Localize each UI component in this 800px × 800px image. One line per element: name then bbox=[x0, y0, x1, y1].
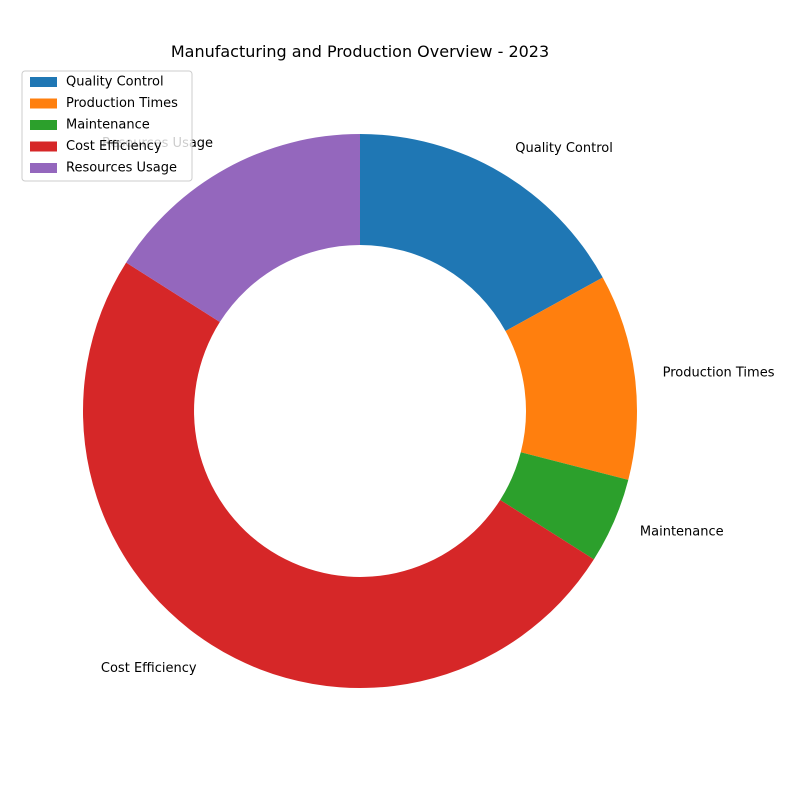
legend-label: Resources Usage bbox=[66, 161, 177, 176]
slice-quality-control bbox=[360, 134, 603, 332]
slice-label: Cost Efficiency bbox=[101, 661, 197, 676]
legend-frame bbox=[21, 70, 193, 182]
slice-cost-efficiency bbox=[82, 262, 594, 688]
slice-label: Production Times bbox=[663, 365, 775, 380]
slice-production-times bbox=[505, 277, 638, 480]
chart-title: Manufacturing and Production Overview - … bbox=[171, 42, 549, 61]
legend: Quality Control Production Times Maintenan… bbox=[21, 70, 193, 182]
legend-swatch bbox=[30, 77, 57, 87]
legend-swatch bbox=[30, 120, 57, 130]
slice-label: Quality Control bbox=[515, 141, 613, 156]
legend-label: Cost Efficiency bbox=[66, 139, 162, 154]
legend-label: Maintenance bbox=[66, 118, 150, 133]
legend-label: Quality Control bbox=[66, 75, 164, 90]
slice-maintenance bbox=[500, 452, 629, 560]
slice-resources-usage bbox=[126, 134, 361, 323]
donut-slices bbox=[82, 134, 638, 688]
slice-label: Maintenance bbox=[640, 525, 724, 540]
legend-swatch bbox=[30, 163, 57, 173]
legend-label: Production Times bbox=[66, 96, 178, 111]
legend-swatch bbox=[30, 98, 57, 109]
legend-swatch bbox=[30, 141, 57, 152]
